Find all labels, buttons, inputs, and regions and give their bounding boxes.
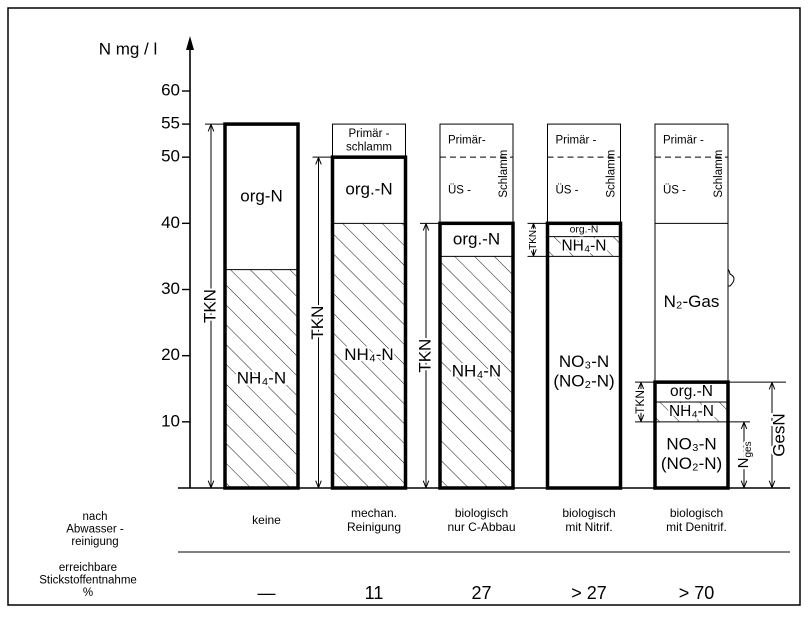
y-tick-label: 10 — [161, 411, 180, 430]
segment-label: NH₄-N — [452, 362, 501, 381]
page: {"chart_data": { "type": "stacked-bar", … — [0, 0, 809, 618]
gesn-label: GesN — [769, 413, 788, 456]
treatment-label: nur C-Abbau — [447, 520, 515, 534]
segment-label: org.-N — [670, 383, 713, 400]
row-label: Abwasser - — [66, 524, 124, 536]
segment-label: NH₄-N — [562, 238, 607, 255]
segment-label: NO₃-N — [559, 352, 609, 371]
removal-value: > 27 — [571, 583, 607, 603]
y-tick-label: 60 — [161, 80, 180, 99]
y-axis-label: N mg / l — [99, 39, 158, 58]
row-label: reinigung — [71, 536, 118, 548]
treatment-label: biologisch — [670, 506, 723, 520]
y-axis-arrow — [186, 36, 194, 50]
tkn-label: TKN — [528, 230, 539, 250]
sludge-label: Schlamm — [498, 150, 510, 198]
segment-label: ÜS - — [448, 184, 471, 196]
segment-label: schlamm — [346, 141, 392, 153]
removal-value: 27 — [471, 583, 491, 603]
removal-value: > 70 — [679, 583, 715, 603]
y-tick-label: 40 — [161, 213, 180, 232]
sludge-label: Schlamm — [713, 150, 725, 198]
segment-label: Primär - — [556, 135, 597, 147]
segment-label: (NO₂-N) — [661, 454, 722, 473]
removal-value: 11 — [365, 583, 384, 603]
segment-label: NH₄-N — [237, 368, 286, 387]
segment-label: N₂-Gas — [664, 292, 720, 311]
sludge-label: Schlamm — [606, 150, 618, 198]
segment-label: (NO₂-N) — [553, 371, 614, 390]
segment-label: org.-N — [453, 229, 500, 248]
segment-label: ÜS - — [663, 184, 686, 196]
nges-sub: ges — [743, 441, 754, 457]
treatment-label: mechan. — [351, 506, 397, 520]
segment-label: NH₄-N — [344, 345, 393, 364]
segment-label: org.-N — [345, 180, 392, 199]
chart: N mg / l 10 20 30 40 50 55 60 NH₄-N org-N TKN kein… — [0, 0, 809, 613]
row-label: erreichbare — [59, 562, 117, 574]
tkn-label: TKN — [415, 339, 434, 373]
segment-label: Primär - — [349, 128, 390, 140]
treatment-label: mit Denitrif. — [666, 520, 727, 534]
y-tick-label: 50 — [161, 147, 180, 166]
treatment-label: biologisch — [455, 506, 508, 520]
tkn-label: TKN — [200, 289, 219, 323]
row-label: nach — [83, 511, 108, 523]
segment-label: NO₃-N — [666, 435, 716, 454]
row-label: Stickstoffentnahme — [39, 575, 137, 587]
nges-main: N — [735, 458, 752, 469]
segment-label: ÜS - — [556, 184, 579, 196]
removal-value: — — [258, 583, 276, 603]
segment-label: NH₄-N — [669, 403, 714, 420]
segment-label: Primär- — [448, 135, 486, 147]
y-tick-label: 20 — [161, 345, 180, 364]
segment-label: org.-N — [570, 225, 599, 236]
segment-label: org-N — [240, 186, 283, 205]
treatment-label: biologisch — [562, 506, 615, 520]
y-tick-label: 55 — [161, 114, 180, 133]
treatment-label: Reinigung — [347, 520, 401, 534]
y-tick-label: 30 — [161, 279, 180, 298]
row-label: % — [83, 587, 93, 599]
tkn-label: TKN — [308, 306, 327, 340]
tkn-label: TKN — [633, 390, 647, 414]
segment-label: Primär - — [663, 135, 704, 147]
nges-label: Nges — [735, 441, 754, 468]
treatment-label: mit Nitrif. — [565, 520, 612, 534]
treatment-label: keine — [252, 513, 281, 527]
